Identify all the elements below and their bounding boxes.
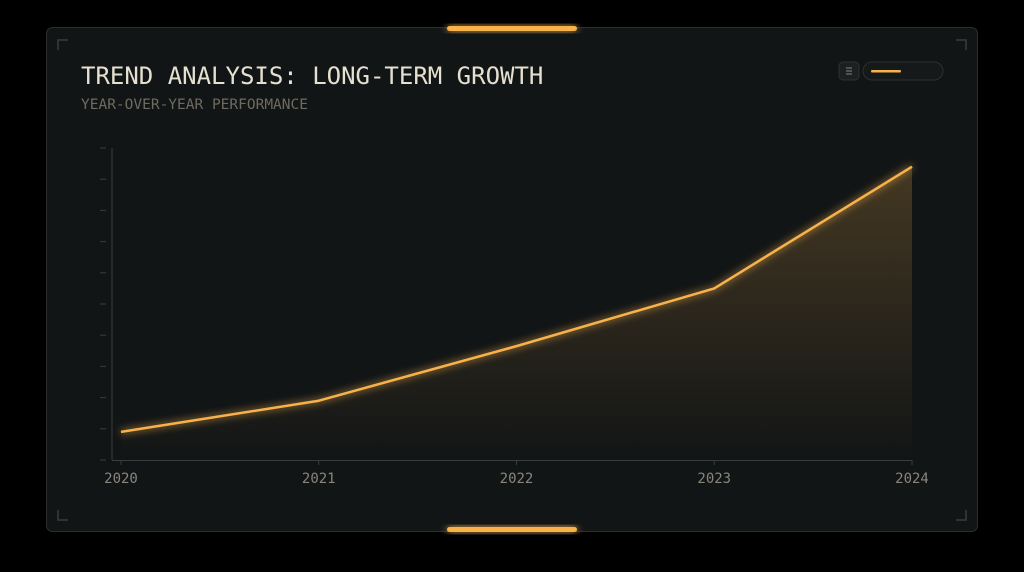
area-fill: [121, 166, 912, 460]
corner-brackets: [57, 39, 967, 521]
menu-icon: [846, 67, 852, 75]
bottom-accent: [447, 527, 577, 532]
slider-fill: [871, 70, 901, 73]
chart-title: TREND ANALYSIS: LONG-TERM GROWTH: [81, 62, 543, 90]
x-tick-label: 2020: [104, 471, 138, 487]
range-slider[interactable]: [862, 61, 944, 81]
x-tick-label: 2024: [895, 471, 929, 487]
x-tick-label: 2021: [302, 471, 336, 487]
x-tick-label: 2023: [697, 471, 731, 487]
top-accent: [447, 26, 577, 31]
line: [120, 165, 913, 434]
x-tick-label: 2022: [500, 471, 534, 487]
chart-subtitle: YEAR-OVER-YEAR PERFORMANCE: [81, 97, 308, 113]
